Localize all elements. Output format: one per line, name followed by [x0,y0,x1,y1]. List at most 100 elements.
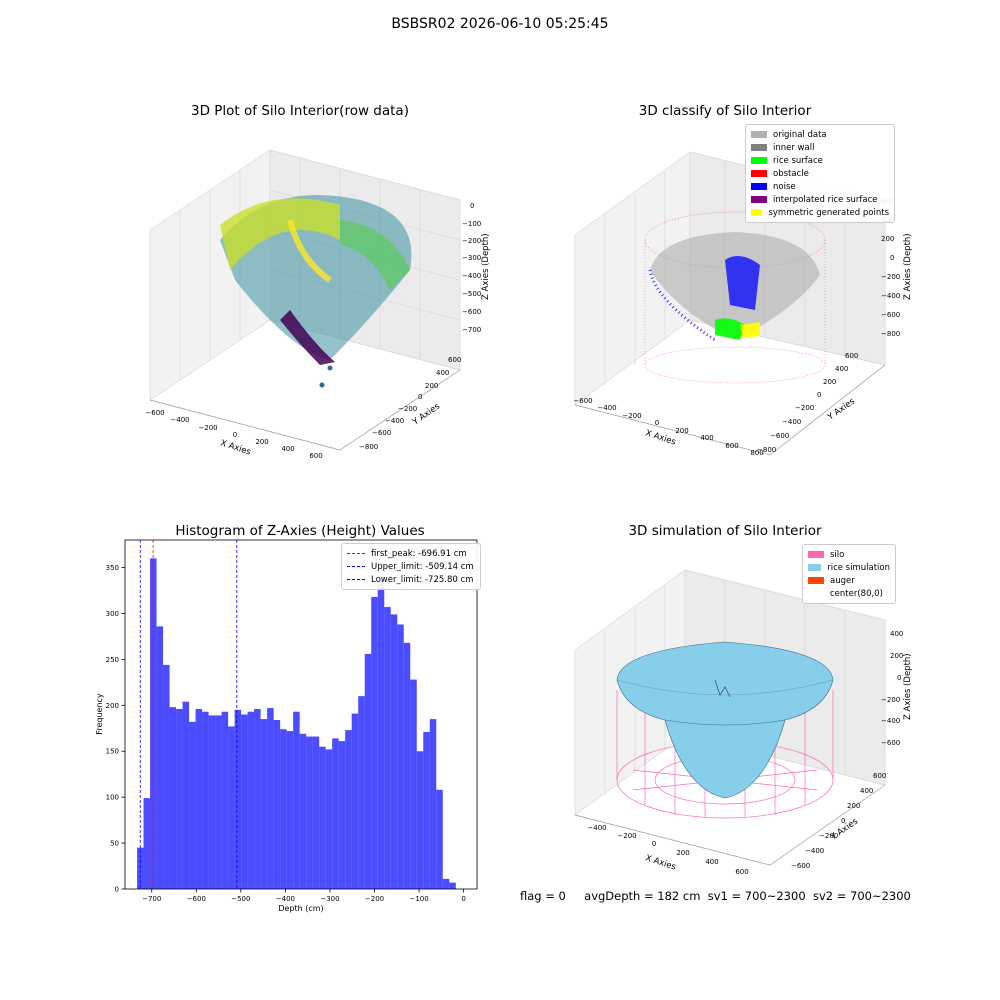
legend-item: symmetric generated points [751,206,889,219]
histogram-bars [137,558,456,889]
histogram-bar [267,708,274,889]
raw-plot-title: 3D Plot of Silo Interior(row data) [191,103,409,119]
classify-z-tick: −200 [881,273,900,281]
classify-x-tick: −200 [622,412,641,420]
legend-item: auger [808,574,890,587]
raw-z-label: Z Axies (Depth) [481,233,491,300]
legend-label: inner wall [773,142,815,153]
histogram-bar [403,642,411,889]
histogram-reference-lines [139,540,238,889]
histogram-bar [312,736,320,889]
legend-swatch [751,196,767,203]
histogram-bar [182,701,190,889]
simulation-y-tick: −400 [805,847,824,855]
legend-line [347,553,365,554]
simulation-x-tick: −400 [587,824,606,832]
histogram-y-tick-label: 250 [106,656,119,664]
histogram-bar [325,749,333,889]
raw-z-tick: −400 [462,272,481,280]
classify-x-tick: −400 [597,404,616,412]
legend-label: obstacle [773,168,809,179]
classify-y-tick: −600 [770,432,789,440]
raw-x-tick: 400 [281,445,294,453]
raw-x-tick: 600 [309,452,322,460]
classify-y-tick: 200 [823,378,836,386]
simulation-x-tick: 600 [735,868,748,876]
histogram-x-tick-label: −400 [276,895,295,903]
legend-item: rice surface [751,154,889,167]
histogram-bar [449,882,456,889]
histogram-bar [150,558,157,889]
simulation-y-tick: 0 [841,817,845,825]
simulation-z-tick: 200 [890,652,903,660]
classify-y-tick: 600 [845,352,858,360]
histogram-x-tick-label: 0 [461,895,465,903]
legend-label: center(80,0) [830,588,883,599]
simulation-z-tick: −200 [881,696,900,704]
raw-z-tick: −600 [462,308,481,316]
raw-z-tick: −200 [462,237,481,245]
histogram-bar [156,626,164,889]
histogram-bar [176,708,183,889]
raw-z-tick: 0 [470,202,474,210]
classify-x-tick: 0 [655,419,659,427]
classify-y-tick: −200 [795,404,814,412]
classify-y-tick: 400 [835,365,848,373]
legend-item: obstacle [751,167,889,180]
histogram-bar [332,738,339,889]
histogram-y-ticks: 0 50 100 150 200 250 300 350 [106,564,125,894]
figure-title: BSBSR02 2026-06-10 05:25:45 [391,16,609,32]
legend-label: original data [773,129,827,140]
raw-y-tick: 400 [436,369,449,377]
raw-x-tick: 0 [233,431,237,439]
histogram-bar [306,736,313,889]
histogram-bar [345,730,352,889]
histogram-x-tick-label: −100 [409,895,428,903]
raw-z-tick: −500 [462,290,481,298]
histogram-bar [299,733,307,889]
histogram-bar [429,719,437,889]
raw-z-tick: −300 [462,254,481,262]
histogram-bar [397,624,404,889]
legend-item: first_peak: -696.91 cm [347,547,475,560]
histogram-bar [247,711,255,889]
legend-swatch [808,551,824,558]
legend-swatch [751,144,767,151]
raw-y-tick: 600 [448,356,461,364]
simulation-rice-surface [616,641,834,799]
legend-swatch [751,170,767,177]
histogram-bar [442,878,450,889]
histogram-bar [195,708,203,889]
legend-item: Upper_limit: -509.14 cm [347,560,475,573]
simulation-legend: silo rice simulation auger center(80,0) [802,544,896,604]
histogram-x-tick-label: −200 [365,895,384,903]
histogram-bar [436,789,443,889]
histogram-bar [410,679,417,889]
raw-z-tick: −700 [462,326,481,334]
legend-item: inner wall [751,141,889,154]
histogram-bar [371,596,378,889]
legend-swatch [751,157,767,164]
legend-label: silo [830,549,845,560]
legend-label: rice surface [773,155,823,166]
histogram-bar [364,653,372,889]
raw-z-tick: −100 [462,220,481,228]
legend-label: Lower_limit: -725.80 cm [371,574,474,585]
histogram-bar [416,751,424,889]
histogram-bar [254,708,261,889]
simulation-z-tick: −400 [881,717,900,725]
simulation-z-tick: 400 [890,630,903,638]
simulation-x-tick: −200 [617,832,636,840]
simulation-y-tick: −600 [791,862,810,870]
histogram-bar [351,713,359,889]
simulation-z-tick: 0 [897,674,901,682]
sv1-text: sv1 = 700~2300 [707,889,806,903]
histogram-x-label: Depth (cm) [278,904,323,913]
flag-text: flag = 0 [520,889,566,903]
raw-point-cloud [220,195,412,388]
histogram-bar [423,731,430,889]
histogram-x-ticks: −700 −600 −500 −400 −300 −200 −100 0 [142,889,466,903]
simulation-y-tick: 600 [873,772,886,780]
histogram-bar [319,746,326,889]
histogram-bar [280,729,287,889]
